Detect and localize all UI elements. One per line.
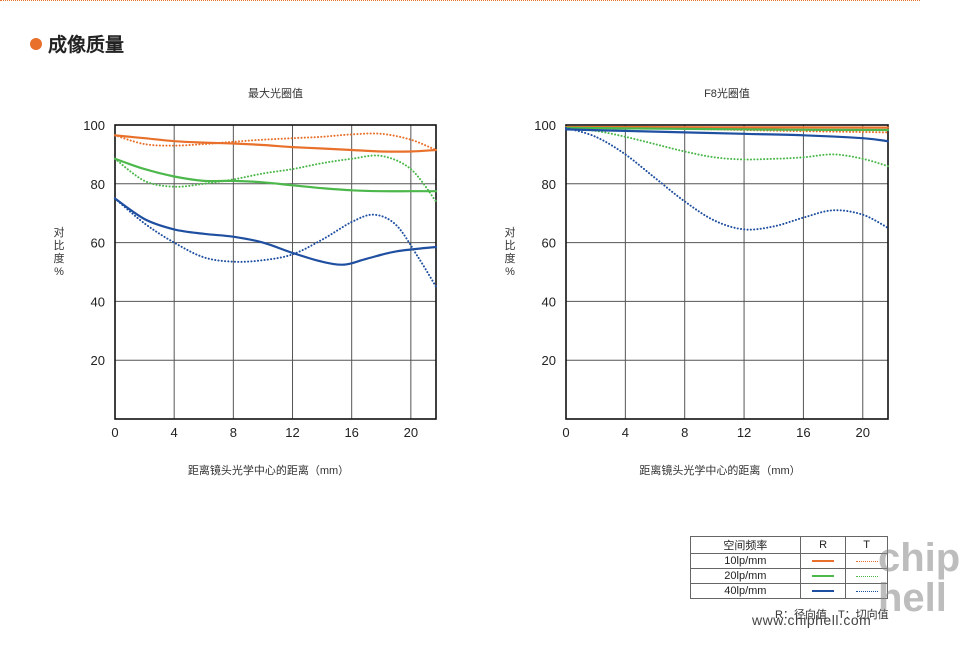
chart-1-y-tick-label: 80 [91,177,105,192]
legend-label-20: 20lp/mm [690,568,801,584]
chart-1-x-tick-label: 4 [171,425,178,440]
chart-2-series-20lp-mm-r [564,126,890,132]
chart-2-y-axis-label: 对比度% [505,225,516,278]
mtf-legend: 空间频率 R T 10lp/mm 20lp/mm 40lp/mm [690,536,888,599]
legend-row-20: 20lp/mm [690,568,888,584]
legend-swatch-40-r [812,590,835,593]
legend-header-freq: 空间频率 [690,536,801,554]
chart-2-x-tick-label: 0 [562,425,569,440]
legend-header-r: R [799,536,847,554]
chart-1-x-tick-label: 8 [230,425,237,440]
legend-swatch-40-t [855,590,878,592]
legend-swatch-20-r [812,575,835,578]
chart-1-y-axis-label: 对比度% [54,225,65,278]
chart-2-series-10lp-mm-r [564,125,890,129]
chart-1-series-10lp-mm-r [113,134,438,153]
chart-2-x-tick-label: 20 [856,425,870,440]
chart-2-y-tick-label: 20 [542,353,556,368]
chart-2-plot-frame [565,124,889,420]
section-header: 成像质量 [30,30,124,57]
chart-2-y-tick-label: 100 [534,118,556,133]
legend-row-40: 40lp/mm [690,583,888,599]
chart-1-series-20lp-mm-r [113,157,438,193]
chart-1-plot-frame [114,124,437,420]
chart-1-series-20lp-mm-t [114,154,437,203]
chart-1-x-axis-label: 距离镜头光学中心的距离（mm） [188,463,349,477]
chart-1-title: 最大光圈值 [248,86,303,100]
watermark-site: www.chiphell.com [752,612,872,628]
legend-swatch-10-r [812,560,835,563]
chart-2-series-40lp-mm-r [564,128,890,143]
chart-2-y-tick-label: 80 [542,177,556,192]
chart-2-series-20lp-mm-t [565,126,889,168]
chart-1-x-tick-label: 16 [344,425,358,440]
chart-1-series-40lp-mm-t [114,197,437,288]
watermark-logo: chip hell [878,536,961,620]
chart-1-series-10lp-mm-t [114,132,437,151]
legend-note: R：径向值 T：切向值 [775,609,889,621]
chart-1-x-tick-label: 12 [285,425,299,440]
legend-swatch-20-t [855,575,878,577]
top-divider [0,0,920,1]
chart-2-title: F8光圈值 [704,86,750,100]
legend-row-10: 10lp/mm [690,553,888,569]
chart-2-series-40lp-mm-t [565,126,889,231]
legend-swatch-10-t [855,560,878,562]
chart-1-y-tick-label: 100 [83,118,105,133]
chart-1-x-tick-label: 20 [404,425,418,440]
chart-2-x-tick-label: 16 [796,425,810,440]
chart-1-x-tick-label: 0 [111,425,118,440]
legend-label-10: 10lp/mm [690,553,801,569]
chart-2-x-tick-label: 8 [681,425,688,440]
section-title: 成像质量 [48,34,125,56]
chart-1-series-40lp-mm-r [113,197,438,266]
legend-header-row: 空间频率 R T [690,536,888,554]
chart-2-x-tick-label: 12 [737,425,751,440]
chart-1-y-tick-label: 40 [91,294,105,309]
chart-2-y-tick-label: 60 [542,236,556,251]
chart-1-y-tick-label: 20 [91,353,105,368]
chart-2-x-axis-label: 距离镜头光学中心的距离（mm） [639,463,800,477]
chart-2-x-tick-label: 4 [622,425,629,440]
section-bullet-icon [30,37,42,50]
chart-2-y-tick-label: 40 [542,294,556,309]
legend-label-40: 40lp/mm [690,583,801,599]
chart-1-y-tick-label: 60 [91,236,105,251]
